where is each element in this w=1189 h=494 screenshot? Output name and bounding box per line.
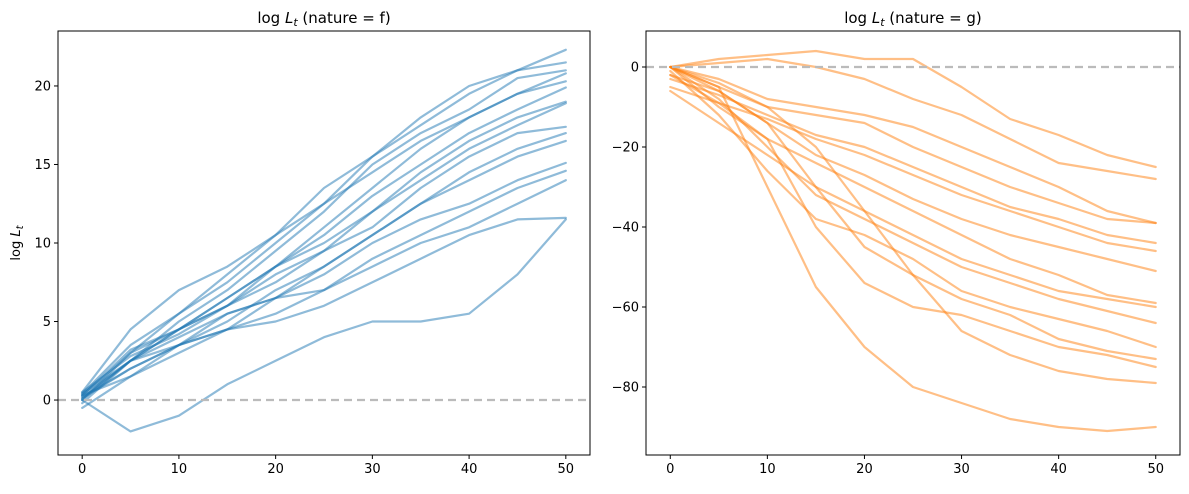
- series-line-1: [669, 49, 1157, 169]
- series-line-12: [81, 161, 567, 397]
- series-line-9: [81, 125, 567, 394]
- x-tick-label: 30: [953, 462, 970, 477]
- x-tick-label: 10: [171, 462, 188, 477]
- y-tick-label: 5: [43, 315, 51, 330]
- series-line-14: [669, 65, 1157, 385]
- series-line-4: [669, 65, 1157, 225]
- chart-title: log Lt (nature = f): [257, 9, 390, 29]
- series-line-3: [81, 69, 567, 398]
- x-tick-label: 40: [461, 462, 478, 477]
- y-axis-label: log Lt: [9, 224, 26, 260]
- series-line-15: [81, 216, 567, 395]
- series-line-6: [669, 85, 1157, 253]
- x-tick-label: 50: [558, 462, 575, 477]
- series-line-5: [669, 77, 1157, 245]
- series-line-13: [669, 73, 1157, 369]
- label-variable: L: [872, 9, 880, 27]
- series-line-10: [669, 65, 1157, 325]
- y-tick-label: −80: [612, 381, 639, 396]
- label-subscript: t: [880, 16, 885, 29]
- y-tick-label: 0: [631, 61, 639, 76]
- y-tick-label: 15: [34, 158, 51, 173]
- label-prefix: log: [257, 9, 285, 27]
- x-tick-label: 20: [267, 462, 284, 477]
- x-tick-label: 10: [759, 462, 776, 477]
- x-tick-label: 0: [666, 462, 674, 477]
- series-line-2: [669, 57, 1157, 181]
- series-line-16: [81, 218, 567, 433]
- label-suffix: (nature = g): [885, 9, 982, 27]
- label-variable: L: [285, 9, 293, 27]
- series-line-3: [669, 65, 1157, 225]
- series-line-7: [81, 100, 567, 397]
- x-tick-label: 30: [364, 462, 381, 477]
- series-line-14: [81, 179, 567, 400]
- axes-frame: [645, 30, 1181, 456]
- y-tick-label: 0: [43, 394, 51, 409]
- label-prefix: log: [844, 9, 872, 27]
- label-subscript: t: [15, 224, 26, 229]
- x-tick-label: 0: [78, 462, 86, 477]
- series-line-15: [669, 65, 1157, 433]
- series-line-9: [669, 89, 1157, 309]
- series-line-8: [669, 65, 1157, 305]
- y-tick-label: −20: [612, 141, 639, 156]
- chart-panel-2: 0 10 20 30 40 50 0 −20 −40 −60 −80 log Lt (nature =…: [612, 9, 1181, 477]
- label-variable: L: [9, 229, 24, 236]
- series-line-11: [81, 139, 567, 402]
- y-tick-label: 20: [34, 79, 51, 94]
- chart-title: log Lt (nature = g): [844, 9, 982, 29]
- y-tick-label: 10: [34, 237, 51, 252]
- y-tick-label: −60: [612, 301, 639, 316]
- series-line-8: [81, 102, 567, 405]
- x-tick-label: 40: [1050, 462, 1067, 477]
- label-suffix: (nature = f): [298, 9, 391, 27]
- x-tick-label: 20: [856, 462, 873, 477]
- series-line-2: [81, 61, 567, 397]
- x-tick-label: 50: [1147, 462, 1164, 477]
- label-subscript: t: [293, 16, 298, 29]
- label-prefix: log: [9, 237, 24, 261]
- y-tick-label: −40: [612, 221, 639, 236]
